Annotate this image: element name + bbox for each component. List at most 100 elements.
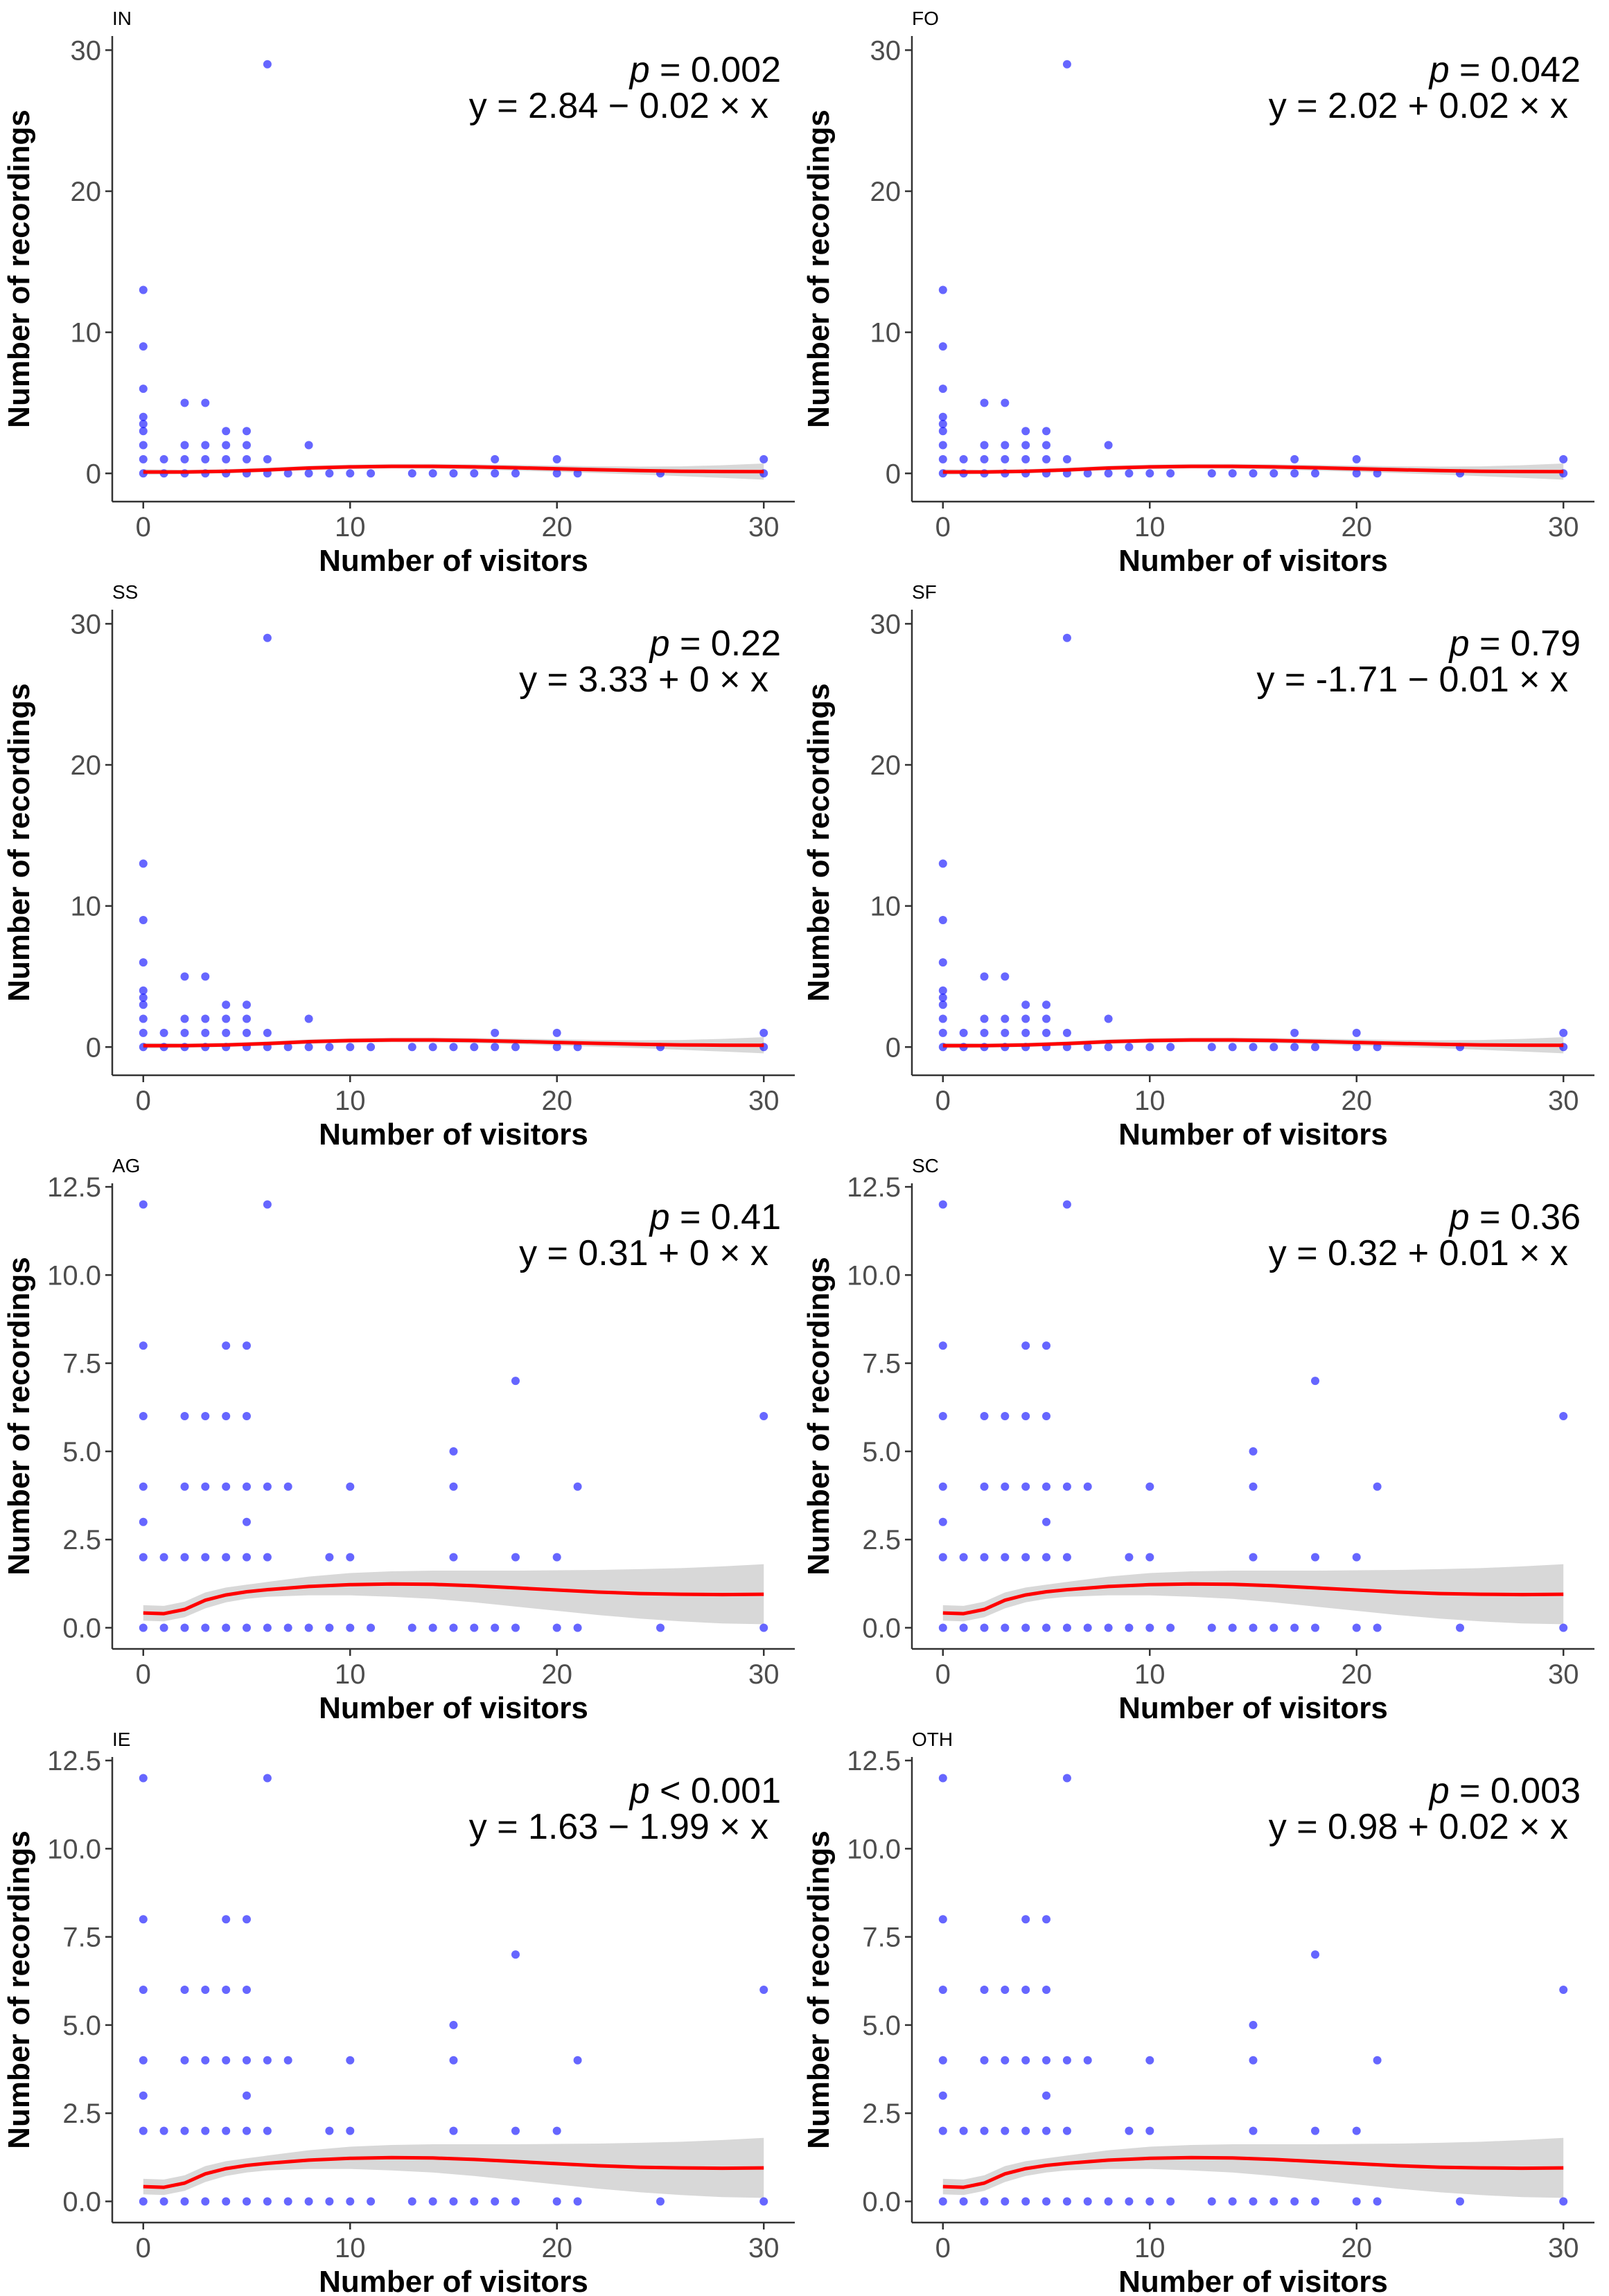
data-point: [180, 2056, 189, 2065]
data-point: [325, 1043, 334, 1052]
data-point: [573, 2056, 582, 2065]
data-point: [1001, 1482, 1010, 1491]
data-point: [938, 958, 947, 967]
data-point: [1001, 972, 1010, 981]
data-point: [449, 1482, 458, 1491]
data-point: [1001, 1412, 1010, 1420]
data-point: [367, 2197, 376, 2206]
data-point: [938, 285, 947, 294]
data-point: [573, 1482, 582, 1491]
data-point: [938, 1412, 947, 1420]
data-point: [1001, 1014, 1010, 1023]
data-point: [1207, 2197, 1216, 2206]
data-point: [1104, 1623, 1113, 1632]
data-point: [938, 1915, 947, 1924]
x-axis-title: Number of visitors: [319, 544, 588, 578]
x-tick-label: 20: [541, 512, 572, 542]
trend-line: [942, 1038, 1564, 1048]
data-point: [139, 342, 148, 351]
y-axis-title: Number of recordings: [802, 109, 836, 428]
x-tick-label: 0: [935, 1086, 951, 1116]
data-point: [552, 1043, 561, 1052]
data-point: [180, 2126, 189, 2135]
data-point: [1021, 1986, 1030, 1994]
data-point: [180, 1482, 189, 1491]
data-point: [180, 1014, 189, 1023]
data-point: [243, 2197, 251, 2206]
p-value: = 0.042: [1450, 50, 1581, 90]
y-tick-label: 10.0: [847, 1834, 901, 1864]
data-point: [222, 1014, 231, 1023]
trend-line: [143, 464, 764, 474]
x-tick-label: 0: [136, 1659, 151, 1690]
data-point: [980, 972, 989, 981]
data-point: [938, 2126, 947, 2135]
data-point: [938, 1623, 947, 1632]
x-tick-label: 10: [335, 1086, 366, 1116]
data-point: [407, 2197, 416, 2206]
y-tick-label: 0: [86, 459, 101, 489]
data-point: [243, 1000, 251, 1009]
x-axis-title: Number of visitors: [1118, 544, 1388, 578]
data-point: [470, 1043, 479, 1052]
data-point: [1373, 1623, 1382, 1632]
data-point: [139, 1000, 148, 1009]
data-point: [980, 441, 989, 450]
data-point: [1021, 1000, 1030, 1009]
data-point: [1559, 1623, 1568, 1632]
data-point: [938, 412, 947, 421]
data-point: [1042, 1028, 1050, 1037]
data-point: [159, 1553, 168, 1562]
data-point: [1352, 1553, 1361, 1562]
data-point: [1083, 469, 1092, 478]
data-point: [1104, 1043, 1113, 1052]
data-point: [263, 1553, 272, 1562]
data-point: [139, 427, 148, 436]
data-point: [222, 1028, 231, 1037]
data-point: [139, 385, 148, 394]
data-point: [243, 2126, 251, 2135]
data-point: [1083, 1043, 1092, 1052]
trend-line: [143, 1582, 764, 1616]
data-point: [139, 1915, 148, 1924]
p-value: = 0.002: [650, 50, 781, 90]
trend-line: [942, 1582, 1564, 1616]
x-tick-label: 0: [935, 1659, 951, 1690]
data-point: [938, 2056, 947, 2065]
data-point: [346, 469, 355, 478]
data-point: [201, 1986, 210, 1994]
data-point: [470, 2197, 479, 2206]
p-value-label: p < 0.001: [628, 1771, 781, 1811]
data-point: [1559, 454, 1568, 463]
data-point: [1269, 1623, 1278, 1632]
data-point: [222, 1915, 231, 1924]
data-point: [139, 2197, 148, 2206]
regression-equation: y = 2.02 + 0.02 × x: [1269, 86, 1568, 126]
data-point: [938, 2091, 947, 2100]
data-point: [1001, 1553, 1010, 1562]
data-point: [1042, 1915, 1050, 1924]
data-point: [1166, 1623, 1175, 1632]
data-point: [159, 2197, 168, 2206]
data-point: [511, 1377, 520, 1386]
x-tick-label: 30: [1548, 512, 1579, 542]
data-point: [759, 454, 768, 463]
data-point: [180, 2197, 189, 2206]
data-point: [938, 916, 947, 924]
data-point: [552, 454, 561, 463]
data-point: [1021, 1553, 1030, 1562]
data-point: [180, 454, 189, 463]
y-tick-label: 12.5: [847, 1172, 901, 1203]
p-symbol: p: [1428, 1771, 1450, 1811]
data-point: [180, 398, 189, 407]
data-point: [938, 441, 947, 450]
data-point: [1083, 1623, 1092, 1632]
data-point: [139, 1623, 148, 1632]
data-point: [1249, 2197, 1258, 2206]
data-point: [1145, 1623, 1154, 1632]
y-tick-label: 7.5: [862, 1923, 901, 1953]
data-point: [938, 859, 947, 868]
p-symbol: p: [628, 50, 650, 90]
data-point: [159, 1028, 168, 1037]
x-tick-label: 20: [541, 2233, 572, 2263]
